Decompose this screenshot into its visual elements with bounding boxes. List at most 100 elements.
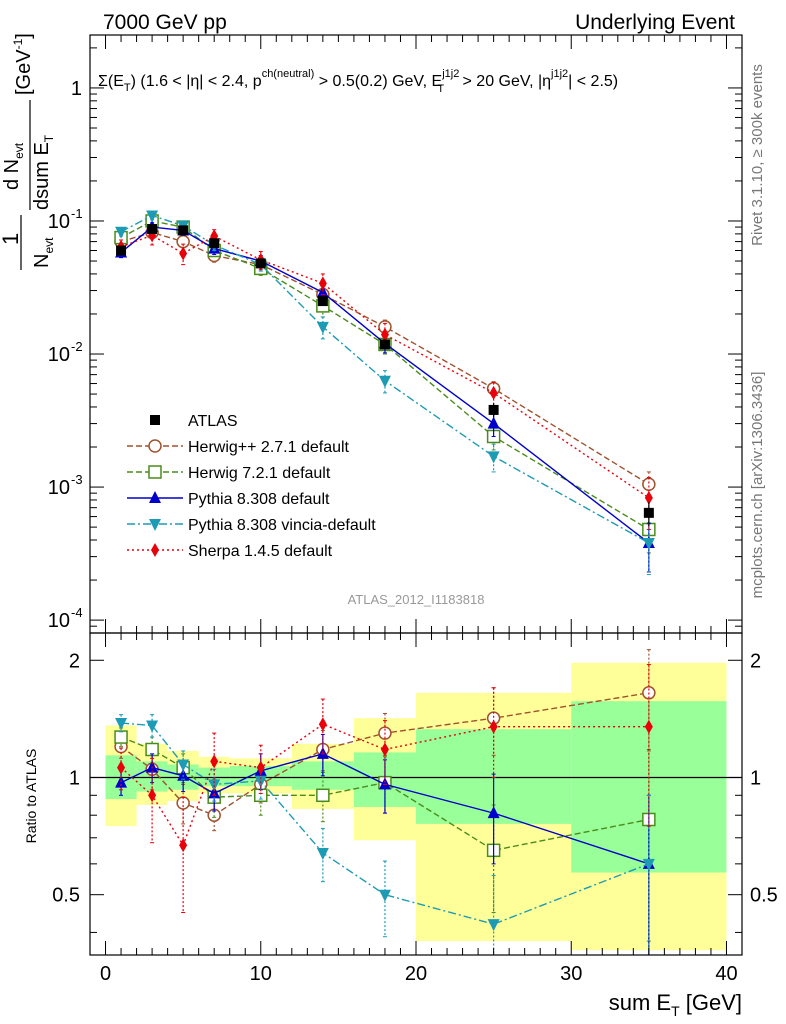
legend: ATLAS Herwig++ 2.7.1 default Herwig 7.2.1 … <box>127 413 376 560</box>
ratio-y-tick-label-right: 1 <box>750 767 761 789</box>
main-ylabel: 1 Nevt d Nevt dsum ET [GeV-1] <box>0 33 56 270</box>
data-point <box>114 730 128 744</box>
data-point <box>489 719 498 734</box>
data-point <box>642 537 655 550</box>
data-point <box>378 375 391 388</box>
data-point <box>380 327 389 342</box>
mcplots-label: mcplots.cern.ch [arXiv:1306.3436] <box>749 372 766 599</box>
ratio-y-tick-label: 1 <box>69 767 80 789</box>
x-axis-label: sum ET [GeV] <box>609 990 742 1019</box>
y-tick-exponent: -1 <box>71 206 83 221</box>
ratio-uncertainty-bands <box>105 662 727 951</box>
data-point <box>487 919 500 932</box>
data-point <box>316 788 330 803</box>
data-point <box>488 404 499 415</box>
data-point <box>380 742 389 757</box>
data-point <box>487 416 500 429</box>
series-atlas <box>116 224 654 526</box>
data-point <box>317 296 328 307</box>
series-line <box>120 234 650 499</box>
data-point <box>208 786 221 799</box>
ratio-ylabel: Ratio to ATLAS <box>23 749 39 844</box>
svg-text:[GeV-1]: [GeV-1] <box>11 33 35 95</box>
y-tick-exponent: -4 <box>71 605 83 620</box>
data-point <box>489 385 498 400</box>
data-point <box>379 339 390 350</box>
legend-marker <box>149 519 161 531</box>
data-point <box>146 210 159 223</box>
legend-entry: Sherpa 1.4.5 default <box>127 543 333 560</box>
data-point <box>316 847 329 860</box>
svg-text:Nevt: Nevt <box>31 237 56 268</box>
data-point <box>318 276 327 291</box>
data-point <box>487 806 500 819</box>
data-point <box>148 788 157 803</box>
legend-label: Pythia 8.308 vincia-default <box>188 517 376 534</box>
header-left: 7000 GeV pp <box>103 11 227 34</box>
y-tick-exponent: -2 <box>71 339 83 354</box>
x-tick-label: 0 <box>100 963 111 985</box>
y-tick-label: 10 <box>48 211 70 233</box>
analysis-watermark: ATLAS_2012_I1183818 <box>348 592 485 607</box>
data-point <box>147 224 158 235</box>
data-point <box>117 760 126 775</box>
legend-label: ATLAS <box>188 413 238 430</box>
svg-text:1: 1 <box>0 233 23 245</box>
data-point <box>642 858 655 871</box>
legend-entry: Pythia 8.308 vincia-default <box>127 517 376 534</box>
svg-text:dsum ET: dsum ET <box>31 134 56 210</box>
data-point <box>209 238 220 249</box>
rivet-label: Rivet 3.1.10, ≥ 300k events <box>749 64 766 246</box>
legend-entry: Pythia 8.308 default <box>127 491 330 508</box>
legend-marker <box>151 543 159 557</box>
legend-entry: ATLAS <box>150 413 238 430</box>
data-point <box>316 321 329 334</box>
y-tick-label: 10 <box>48 344 70 366</box>
data-point <box>318 717 327 732</box>
data-point <box>116 245 127 256</box>
data-point <box>179 246 188 261</box>
legend-marker <box>148 465 162 479</box>
data-point <box>644 719 653 734</box>
data-point <box>644 490 653 505</box>
series-pythia-8-308-vincia-default <box>115 714 655 956</box>
legend-entry: Herwig++ 2.7.1 default <box>127 439 350 456</box>
data-point <box>179 838 188 853</box>
x-tick-label: 30 <box>560 963 582 985</box>
data-point <box>642 477 656 491</box>
data-point <box>177 759 190 772</box>
cuts-annotation: Σ(ET) (1.6 < |η| < 2.4, pch(neutral) > 0… <box>98 68 618 95</box>
svg-text:Σ(ET) (1.6 < |η| < 2.4, pch(ne: Σ(ET) (1.6 < |η| < 2.4, pch(neutral) > 0… <box>98 68 618 95</box>
legend-label: Herwig 7.2.1 default <box>188 465 331 482</box>
legend-entry: Herwig 7.2.1 default <box>127 465 331 482</box>
data-point <box>378 889 391 902</box>
x-tick-label: 40 <box>715 963 737 985</box>
data-point <box>177 768 190 781</box>
ratio-y-tick-label-right: 2 <box>750 650 761 672</box>
x-tick-label: 20 <box>405 963 427 985</box>
ratio-y-tick-label: 2 <box>69 650 80 672</box>
legend-marker <box>148 439 162 453</box>
x-tick-label: 10 <box>250 963 272 985</box>
main-series-group <box>114 210 656 576</box>
legend-label: Herwig++ 2.7.1 default <box>188 439 350 456</box>
svg-text:sum ET [GeV]: sum ET [GeV] <box>609 990 742 1019</box>
data-point <box>210 754 219 769</box>
data-point <box>378 777 391 790</box>
svg-text:d Nevt: d Nevt <box>1 142 26 190</box>
data-point <box>115 226 128 239</box>
ratio-y-tick-label-right: 0.5 <box>750 885 778 907</box>
series-herwig-2-7-1-default <box>114 225 656 501</box>
y-tick-exponent: -3 <box>71 472 83 487</box>
series-sherpa-1-4-5-default <box>117 664 653 914</box>
y-tick-label: 10 <box>48 477 70 499</box>
legend-marker <box>150 415 160 425</box>
data-point <box>146 720 159 733</box>
legend-label: Sherpa 1.4.5 default <box>188 543 333 560</box>
y-tick-label: 1 <box>71 78 82 100</box>
header-right: Underlying Event <box>575 11 735 34</box>
data-point <box>255 258 266 269</box>
ratio-y-tick-label: 0.5 <box>52 885 80 907</box>
